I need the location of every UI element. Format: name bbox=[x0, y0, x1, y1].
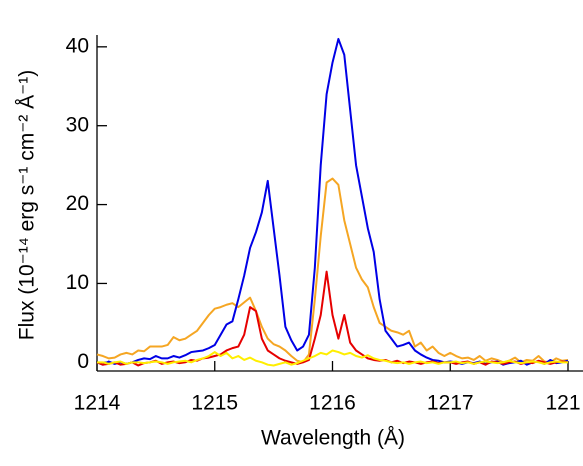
y-tick-label: 40 bbox=[66, 34, 89, 57]
x-tick-label: 1216 bbox=[309, 392, 356, 415]
data-line bbox=[97, 349, 568, 367]
y-tick-label: 20 bbox=[66, 192, 89, 215]
y-tick-label: 10 bbox=[66, 271, 89, 294]
x-tick-label: 121 bbox=[545, 392, 580, 415]
x-tick-label: 1214 bbox=[74, 392, 121, 415]
x-axis-label: Wavelength (Å) bbox=[261, 427, 405, 450]
y-axis-label: Flux (10⁻¹⁴ erg s⁻¹ cm⁻² Å⁻¹) bbox=[16, 70, 39, 340]
x-tick-label: 1215 bbox=[191, 392, 238, 415]
y-tick-label: 0 bbox=[77, 350, 89, 373]
y-tick-label: 30 bbox=[66, 113, 89, 136]
x-tick-label: 1217 bbox=[427, 392, 474, 415]
data-line bbox=[96, 177, 569, 364]
